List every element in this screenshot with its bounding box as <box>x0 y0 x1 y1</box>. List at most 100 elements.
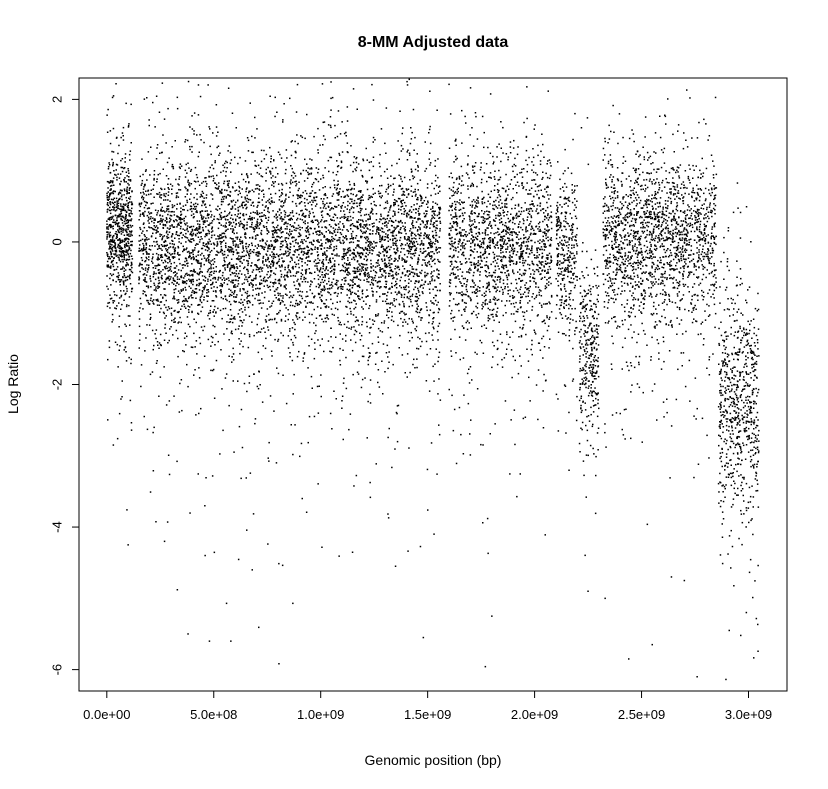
data-point <box>245 247 248 250</box>
data-point <box>411 131 413 134</box>
data-point <box>360 190 362 192</box>
data-point <box>204 177 206 179</box>
data-point <box>438 308 441 311</box>
data-point <box>307 335 310 338</box>
data-point <box>374 280 377 282</box>
data-point <box>431 279 433 282</box>
data-point <box>162 210 165 212</box>
data-point <box>226 283 229 286</box>
data-point <box>366 239 369 242</box>
data-point <box>321 546 323 548</box>
data-point <box>162 297 164 299</box>
data-point <box>372 265 374 267</box>
data-point <box>126 192 128 195</box>
data-point <box>191 128 194 130</box>
data-point <box>236 238 239 240</box>
data-point <box>207 84 209 86</box>
data-point <box>219 208 221 210</box>
data-point <box>345 334 347 337</box>
data-point <box>346 273 348 276</box>
data-point <box>123 179 125 181</box>
data-point <box>141 263 143 266</box>
data-point <box>385 266 388 268</box>
data-point <box>182 245 184 248</box>
data-point <box>235 223 237 226</box>
data-point <box>153 222 155 224</box>
data-point <box>108 235 111 237</box>
data-point <box>243 218 245 221</box>
data-point <box>215 359 218 362</box>
data-point <box>406 250 409 252</box>
data-point <box>427 283 429 285</box>
data-point <box>386 344 389 347</box>
data-point <box>157 272 160 274</box>
data-point <box>193 206 196 208</box>
data-point <box>207 314 209 317</box>
data-point <box>427 235 429 238</box>
data-point <box>198 367 200 369</box>
data-point <box>123 167 126 169</box>
data-point <box>340 196 343 198</box>
data-point <box>362 199 364 201</box>
data-point <box>184 332 186 334</box>
data-point <box>371 207 373 210</box>
data-point <box>193 216 195 218</box>
data-point <box>200 195 203 197</box>
data-point <box>256 210 258 212</box>
data-point <box>174 237 176 239</box>
data-point <box>142 268 145 270</box>
data-point <box>192 251 194 253</box>
data-point <box>295 183 298 185</box>
data-point <box>353 299 355 302</box>
data-point <box>195 181 197 183</box>
data-point <box>114 173 116 176</box>
data-point <box>298 266 300 269</box>
data-point <box>107 264 110 266</box>
data-point <box>271 184 273 186</box>
data-point <box>341 229 344 231</box>
data-point <box>200 265 202 268</box>
data-point <box>396 239 398 242</box>
data-point <box>122 229 124 232</box>
data-point <box>421 279 423 281</box>
data-point <box>250 242 253 244</box>
data-point <box>127 182 129 185</box>
data-point <box>428 234 430 236</box>
data-point <box>434 363 436 365</box>
data-point <box>401 205 404 207</box>
data-point <box>350 145 352 147</box>
data-point <box>216 218 219 220</box>
data-point <box>343 225 345 227</box>
data-point <box>328 239 330 241</box>
data-point <box>296 312 298 314</box>
data-point <box>321 289 324 291</box>
data-point <box>296 194 298 196</box>
data-point <box>192 273 194 276</box>
data-point <box>224 189 226 191</box>
data-point <box>285 198 287 200</box>
data-point <box>274 115 276 118</box>
data-point <box>157 282 160 285</box>
data-point <box>243 228 246 231</box>
data-point <box>111 250 114 252</box>
data-point <box>163 245 166 248</box>
data-point <box>193 332 195 335</box>
data-point <box>362 158 364 160</box>
data-point <box>286 246 289 249</box>
data-point <box>265 315 268 317</box>
data-point <box>393 229 395 232</box>
data-point <box>120 290 122 292</box>
data-point <box>227 248 229 250</box>
data-point <box>108 248 110 250</box>
data-point <box>327 306 330 308</box>
data-point <box>161 151 163 154</box>
data-point <box>111 260 113 263</box>
data-point <box>237 162 239 165</box>
data-point <box>291 237 293 239</box>
data-point <box>372 291 374 293</box>
data-point <box>371 287 373 289</box>
data-point <box>379 165 381 168</box>
data-point <box>354 168 356 170</box>
data-point <box>432 224 434 226</box>
data-point <box>121 380 123 382</box>
